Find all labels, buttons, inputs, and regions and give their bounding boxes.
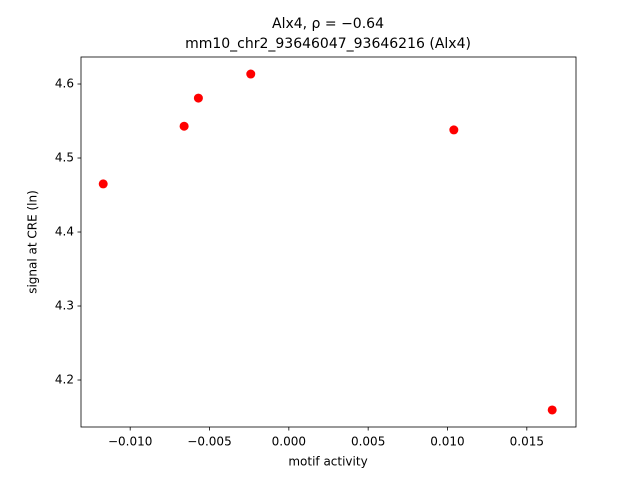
y-tick-label: 4.4 <box>55 225 74 239</box>
chart-subtitle: mm10_chr2_93646047_93646216 (Alx4) <box>185 36 471 52</box>
scatter-point <box>246 69 256 79</box>
y-tick-label: 4.3 <box>55 299 74 313</box>
plot-frame <box>80 56 577 428</box>
scatter-point <box>547 405 557 415</box>
y-tick-label: 4.5 <box>55 151 74 165</box>
scatter-point <box>449 125 459 135</box>
scatter-point <box>98 179 108 189</box>
y-axis-label: signal at CRE (ln) <box>26 190 40 294</box>
x-tick-label: 0.000 <box>272 435 306 449</box>
y-tick-label: 4.2 <box>55 373 74 387</box>
y-tick-label: 4.6 <box>55 77 74 91</box>
x-tick-label: −0.005 <box>187 435 231 449</box>
scatter-point <box>193 93 203 103</box>
x-axis-label: motif activity <box>288 455 367 469</box>
x-tick-label: 0.010 <box>430 435 464 449</box>
scatter-point <box>179 121 189 131</box>
x-tick-label: −0.010 <box>108 435 152 449</box>
chart-title: Alx4, ρ = −0.64 <box>272 16 384 32</box>
x-tick-label: 0.005 <box>351 435 385 449</box>
x-tick-label: 0.015 <box>510 435 544 449</box>
